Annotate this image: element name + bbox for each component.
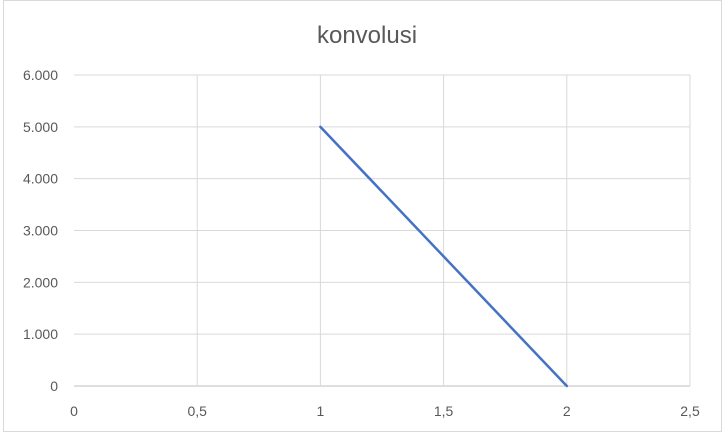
chart-title: konvolusi	[317, 22, 417, 49]
chart-frame	[3, 0, 722, 432]
y-tick-label: 5.000	[23, 119, 58, 135]
x-tick-label: 2	[563, 403, 571, 419]
x-tick-label: 0	[70, 403, 78, 419]
y-tick-label: 3.000	[23, 223, 58, 239]
y-tick-label: 1.000	[23, 326, 58, 342]
y-tick-label: 2.000	[23, 274, 58, 290]
series-line	[319, 125, 569, 388]
x-tick-label: 1,5	[434, 403, 454, 419]
x-tick-label: 1	[317, 403, 325, 419]
y-tick-label: 6.000	[23, 67, 58, 83]
grid	[74, 74, 691, 387]
y-tick-label: 0	[50, 378, 58, 394]
x-tick-label: 0,5	[187, 403, 207, 419]
y-axis-ticks: 0 1.000 2.000 3.000 4.000 5.000 6.000	[23, 67, 58, 394]
series-group	[319, 125, 569, 388]
x-tick-label: 2,5	[680, 403, 700, 419]
y-tick-label: 4.000	[23, 171, 58, 187]
x-axis-ticks: 0 0,5 1 1,5 2 2,5	[70, 403, 700, 419]
